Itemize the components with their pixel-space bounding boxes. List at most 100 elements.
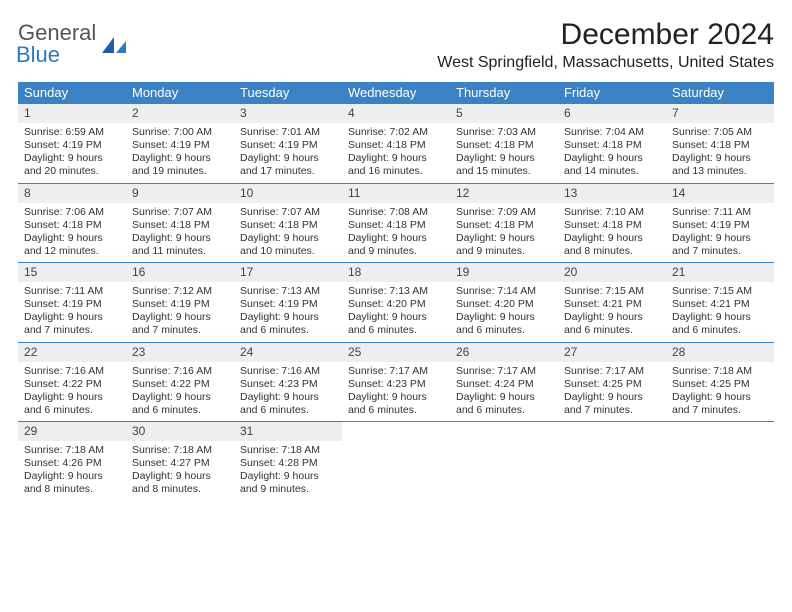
- day-cell: 5Sunrise: 7:03 AMSunset: 4:18 PMDaylight…: [450, 104, 558, 183]
- sunset-line: Sunset: 4:18 PM: [348, 219, 444, 232]
- day-cell: 31 Sunrise: 7:18 AMSunset: 4:28 PMDayligh…: [234, 422, 342, 501]
- day-number: 10: [234, 184, 342, 203]
- sunrise-line: Sunrise: 7:18 AM: [132, 444, 228, 457]
- day-body: Sunrise: 7:13 AMSunset: 4:19 PMDaylight:…: [234, 285, 342, 338]
- title-block: December 2024 West Springfield, Massachu…: [437, 18, 774, 72]
- daylight-line: Daylight: 9 hours and 8 minutes.: [564, 232, 660, 258]
- day-number: 2: [126, 104, 234, 123]
- weeks-container: 1Sunrise: 6:59 AMSunset: 4:19 PMDaylight…: [18, 103, 774, 501]
- sunset-line: Sunset: 4:18 PM: [240, 219, 336, 232]
- daylight-line: Daylight: 9 hours and 8 minutes.: [132, 470, 228, 496]
- day-cell: 12Sunrise: 7:09 AMSunset: 4:18 PMDayligh…: [450, 184, 558, 263]
- sunset-line: Sunset: 4:22 PM: [132, 378, 228, 391]
- day-body: Sunrise: 7:02 AMSunset: 4:18 PMDaylight:…: [342, 126, 450, 179]
- day-cell: 27Sunrise: 7:17 AMSunset: 4:25 PMDayligh…: [558, 343, 666, 422]
- daylight-line: Daylight: 9 hours and 9 minutes.: [456, 232, 552, 258]
- sunrise-line: Sunrise: 7:16 AM: [24, 365, 120, 378]
- sunrise-line: Sunrise: 7:12 AM: [132, 285, 228, 298]
- daylight-line: Daylight: 9 hours and 6 minutes.: [348, 311, 444, 337]
- sunrise-line: Sunrise: 7:15 AM: [672, 285, 768, 298]
- sunrise-line: Sunrise: 7:04 AM: [564, 126, 660, 139]
- weekday-header-row: SundayMondayTuesdayWednesdayThursdayFrid…: [18, 82, 774, 103]
- day-cell: 16Sunrise: 7:12 AMSunset: 4:19 PMDayligh…: [126, 263, 234, 342]
- day-number: 19: [450, 263, 558, 282]
- day-body: Sunrise: 7:16 AMSunset: 4:22 PMDaylight:…: [126, 365, 234, 418]
- sunset-line: Sunset: 4:19 PM: [240, 298, 336, 311]
- sunset-line: Sunset: 4:19 PM: [24, 139, 120, 152]
- day-body: Sunrise: 7:18 AMSunset: 4:28 PMDaylight:…: [234, 444, 342, 497]
- logo-text-blue: Blue: [16, 44, 96, 66]
- sunset-line: Sunset: 4:18 PM: [24, 219, 120, 232]
- sunset-line: Sunset: 4:25 PM: [564, 378, 660, 391]
- weekday-cell: Friday: [558, 82, 666, 103]
- daylight-line: Daylight: 9 hours and 16 minutes.: [348, 152, 444, 178]
- day-number: 17: [234, 263, 342, 282]
- week-row: 8Sunrise: 7:06 AMSunset: 4:18 PMDaylight…: [18, 183, 774, 263]
- sunset-line: Sunset: 4:23 PM: [240, 378, 336, 391]
- day-cell: 4 Sunrise: 7:02 AMSunset: 4:18 PMDaylight…: [342, 104, 450, 183]
- day-number: 6: [558, 104, 666, 123]
- sunset-line: Sunset: 4:25 PM: [672, 378, 768, 391]
- sunset-line: Sunset: 4:18 PM: [456, 139, 552, 152]
- weekday-cell: Monday: [126, 82, 234, 103]
- daylight-line: Daylight: 9 hours and 11 minutes.: [132, 232, 228, 258]
- sunrise-line: Sunrise: 7:18 AM: [672, 365, 768, 378]
- sunset-line: Sunset: 4:24 PM: [456, 378, 552, 391]
- sunrise-line: Sunrise: 7:17 AM: [564, 365, 660, 378]
- week-row: 15Sunrise: 7:11 AMSunset: 4:19 PMDayligh…: [18, 262, 774, 342]
- day-cell: 23Sunrise: 7:16 AMSunset: 4:22 PMDayligh…: [126, 343, 234, 422]
- day-number: 9: [126, 184, 234, 203]
- sunrise-line: Sunrise: 7:16 AM: [132, 365, 228, 378]
- day-body: Sunrise: 7:17 AMSunset: 4:25 PMDaylight:…: [558, 365, 666, 418]
- daylight-line: Daylight: 9 hours and 9 minutes.: [348, 232, 444, 258]
- sunset-line: Sunset: 4:18 PM: [348, 139, 444, 152]
- sunrise-line: Sunrise: 7:01 AM: [240, 126, 336, 139]
- day-body: Sunrise: 7:17 AMSunset: 4:23 PMDaylight:…: [342, 365, 450, 418]
- sunrise-line: Sunrise: 7:03 AM: [456, 126, 552, 139]
- daylight-line: Daylight: 9 hours and 6 minutes.: [240, 311, 336, 337]
- sunrise-line: Sunrise: 7:08 AM: [348, 206, 444, 219]
- day-number: 4: [342, 104, 450, 123]
- sunrise-line: Sunrise: 7:17 AM: [348, 365, 444, 378]
- sunrise-line: Sunrise: 6:59 AM: [24, 126, 120, 139]
- calendar-grid: SundayMondayTuesdayWednesdayThursdayFrid…: [18, 82, 774, 501]
- day-body: Sunrise: 7:07 AMSunset: 4:18 PMDaylight:…: [126, 206, 234, 259]
- weekday-cell: Wednesday: [342, 82, 450, 103]
- week-row: 1Sunrise: 6:59 AMSunset: 4:19 PMDaylight…: [18, 103, 774, 183]
- sunset-line: Sunset: 4:28 PM: [240, 457, 336, 470]
- day-cell: 6Sunrise: 7:04 AMSunset: 4:18 PMDaylight…: [558, 104, 666, 183]
- day-body: Sunrise: 7:11 AMSunset: 4:19 PMDaylight:…: [18, 285, 126, 338]
- day-number: 31: [234, 422, 342, 441]
- day-number: 11: [342, 184, 450, 203]
- daylight-line: Daylight: 9 hours and 14 minutes.: [564, 152, 660, 178]
- day-body: Sunrise: 7:18 AMSunset: 4:26 PMDaylight:…: [18, 444, 126, 497]
- day-body: Sunrise: 7:15 AMSunset: 4:21 PMDaylight:…: [666, 285, 774, 338]
- week-row: 22Sunrise: 7:16 AMSunset: 4:22 PMDayligh…: [18, 342, 774, 422]
- sunrise-line: Sunrise: 7:10 AM: [564, 206, 660, 219]
- sunrise-line: Sunrise: 7:16 AM: [240, 365, 336, 378]
- day-number: 13: [558, 184, 666, 203]
- sunset-line: Sunset: 4:18 PM: [456, 219, 552, 232]
- daylight-line: Daylight: 9 hours and 7 minutes.: [672, 232, 768, 258]
- day-cell: 8Sunrise: 7:06 AMSunset: 4:18 PMDaylight…: [18, 184, 126, 263]
- day-cell: 30Sunrise: 7:18 AMSunset: 4:27 PMDayligh…: [126, 422, 234, 501]
- sunrise-line: Sunrise: 7:09 AM: [456, 206, 552, 219]
- day-body: Sunrise: 7:01 AMSunset: 4:19 PMDaylight:…: [234, 126, 342, 179]
- daylight-line: Daylight: 9 hours and 9 minutes.: [240, 470, 336, 496]
- sunset-line: Sunset: 4:19 PM: [240, 139, 336, 152]
- daylight-line: Daylight: 9 hours and 13 minutes.: [672, 152, 768, 178]
- day-cell: 19Sunrise: 7:14 AMSunset: 4:20 PMDayligh…: [450, 263, 558, 342]
- day-body: Sunrise: 7:00 AMSunset: 4:19 PMDaylight:…: [126, 126, 234, 179]
- sunrise-line: Sunrise: 7:05 AM: [672, 126, 768, 139]
- day-body: Sunrise: 7:09 AMSunset: 4:18 PMDaylight:…: [450, 206, 558, 259]
- day-cell: 15Sunrise: 7:11 AMSunset: 4:19 PMDayligh…: [18, 263, 126, 342]
- daylight-line: Daylight: 9 hours and 6 minutes.: [348, 391, 444, 417]
- day-body: Sunrise: 7:08 AMSunset: 4:18 PMDaylight:…: [342, 206, 450, 259]
- day-number: 22: [18, 343, 126, 362]
- daylight-line: Daylight: 9 hours and 15 minutes.: [456, 152, 552, 178]
- day-body: Sunrise: 7:16 AMSunset: 4:23 PMDaylight:…: [234, 365, 342, 418]
- day-cell: [450, 422, 558, 501]
- month-title: December 2024: [437, 18, 774, 52]
- day-cell: 1Sunrise: 6:59 AMSunset: 4:19 PMDaylight…: [18, 104, 126, 183]
- sunset-line: Sunset: 4:19 PM: [132, 139, 228, 152]
